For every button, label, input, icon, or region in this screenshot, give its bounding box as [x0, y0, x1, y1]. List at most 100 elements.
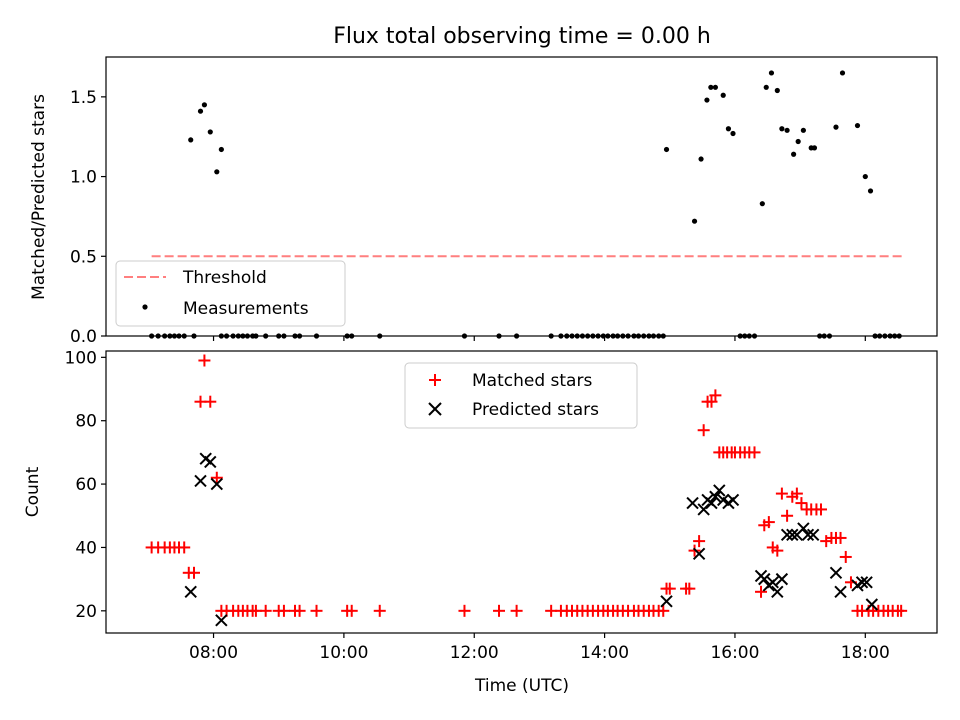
- predicted-star-marker: [766, 576, 779, 589]
- legend-predicted-label: Predicted stars: [472, 400, 599, 420]
- predicted-stars-points: [184, 452, 879, 627]
- top-y-tick-label: 1.5: [70, 88, 97, 108]
- predicted-star-marker: [855, 576, 869, 589]
- predicted-star-marker: [829, 566, 843, 580]
- bottom-x-tick-label: 16:00: [710, 643, 759, 663]
- predicted-star-marker: [686, 496, 699, 510]
- predicted-star-marker: [660, 595, 673, 608]
- top-x-ticks: [212, 336, 866, 341]
- matched-star-marker: [762, 516, 775, 529]
- predicted-star-marker: [775, 572, 789, 586]
- measurement-point: [833, 124, 839, 130]
- predicted-star-marker: [758, 572, 771, 586]
- measurement-point: [197, 108, 204, 114]
- measurement-point: [774, 87, 780, 94]
- matched-star-marker: [697, 424, 710, 437]
- bottom-legend: Matched stars Predicted stars: [404, 362, 638, 429]
- bottom-x-tick-label: 10:00: [319, 643, 368, 663]
- bottom-x-axis-label: Time (UTC): [474, 676, 569, 696]
- measurement-point: [218, 146, 224, 153]
- top-y-tick-label: 0.0: [70, 327, 97, 347]
- bottom-x-ticks: 08:00 10:00 12:00 14:00 16:00 18:00: [189, 633, 890, 663]
- measurement-point: [188, 137, 194, 143]
- measurement-point: [811, 145, 818, 151]
- measurement-point: [784, 127, 790, 133]
- predicted-star-marker: [692, 547, 706, 560]
- bottom-x-tick-label: 08:00: [189, 643, 238, 663]
- bottom-legend-box: [404, 362, 638, 429]
- predicted-star-marker: [771, 585, 784, 599]
- predicted-star-marker: [786, 528, 799, 541]
- measurement-point: [763, 84, 769, 90]
- bottom-plot-frame: [105, 350, 938, 634]
- matched-star-marker: [790, 487, 803, 500]
- bottom-x-tick-label: 12:00: [450, 643, 499, 663]
- predicted-star-marker: [865, 598, 879, 611]
- measurement-point: [698, 156, 704, 162]
- top-panel: Flux total observing time = 0.00 h Match…: [29, 24, 938, 347]
- matched-star-marker: [210, 471, 223, 484]
- predicted-star-marker: [780, 528, 794, 541]
- bottom-y-axis-label: Count: [23, 466, 43, 517]
- matched-star-marker: [345, 604, 358, 617]
- matched-star-marker: [709, 389, 722, 402]
- measurement-point: [759, 201, 765, 207]
- top-plot-frame: [105, 56, 938, 337]
- matched-star-marker: [693, 535, 706, 548]
- matched-star-marker: [834, 531, 847, 544]
- bottom-x-tick-label: 18:00: [841, 643, 890, 663]
- legend-matched-label: Matched stars: [472, 371, 592, 391]
- legend-matched-swatch: [429, 374, 441, 386]
- predicted-star-marker: [801, 528, 815, 541]
- measurement-point: [862, 173, 868, 180]
- matched-star-marker: [820, 535, 833, 548]
- measurement-point: [779, 126, 785, 132]
- predicted-star-marker: [713, 484, 726, 497]
- matched-star-marker: [198, 354, 211, 367]
- matched-star-marker: [259, 604, 272, 617]
- matched-star-marker: [771, 544, 784, 557]
- bottom-y-tick-label: 20: [75, 602, 97, 622]
- matched-star-marker: [683, 582, 696, 595]
- predicted-star-marker: [194, 474, 207, 488]
- matched-star-marker: [458, 604, 471, 617]
- measurement-point: [791, 151, 797, 157]
- matched-star-marker: [795, 497, 808, 510]
- top-legend: Threshold Measurements: [115, 260, 346, 327]
- measurement-point: [800, 127, 806, 133]
- bottom-panel: Count Time (UTC) 20 40 60 80 100 08:00 10:00 1…: [23, 348, 938, 696]
- matched-star-marker: [705, 395, 718, 408]
- legend-measurements-label: Measurements: [183, 299, 309, 319]
- measurement-point: [720, 92, 726, 98]
- matched-star-marker: [178, 541, 191, 554]
- predicted-star-marker: [806, 528, 820, 541]
- chart-title: Flux total observing time = 0.00 h: [333, 24, 711, 49]
- predicted-star-marker: [726, 493, 740, 507]
- matched-star-marker: [373, 604, 386, 617]
- bottom-y-ticks: 20 40 60 80 100: [65, 348, 106, 622]
- predicted-star-marker: [204, 455, 217, 469]
- predicted-star-marker: [705, 496, 718, 510]
- measurement-point: [854, 122, 861, 129]
- measurement-point: [725, 126, 732, 132]
- matched-star-marker: [187, 566, 200, 579]
- predicted-star-marker: [215, 614, 228, 627]
- measurement-point: [207, 129, 213, 135]
- bottom-y-tick-label: 40: [75, 538, 97, 558]
- legend-predicted-swatch: [428, 402, 442, 416]
- measurement-point: [663, 146, 670, 153]
- matched-star-marker: [755, 585, 768, 598]
- top-y-tick-label: 1.0: [70, 168, 97, 188]
- matched-stars-points: [145, 354, 908, 617]
- predicted-star-marker: [697, 503, 710, 516]
- legend-threshold-label: Threshold: [182, 268, 267, 288]
- bottom-y-tick-label: 100: [65, 348, 97, 368]
- top-y-tick-label: 0.5: [70, 247, 97, 267]
- measurement-point: [712, 84, 719, 90]
- measurement-point: [768, 70, 775, 76]
- bottom-y-tick-label: 80: [75, 412, 97, 432]
- matched-star-marker: [293, 604, 306, 617]
- measurement-point: [839, 70, 846, 76]
- predicted-star-marker: [834, 585, 847, 599]
